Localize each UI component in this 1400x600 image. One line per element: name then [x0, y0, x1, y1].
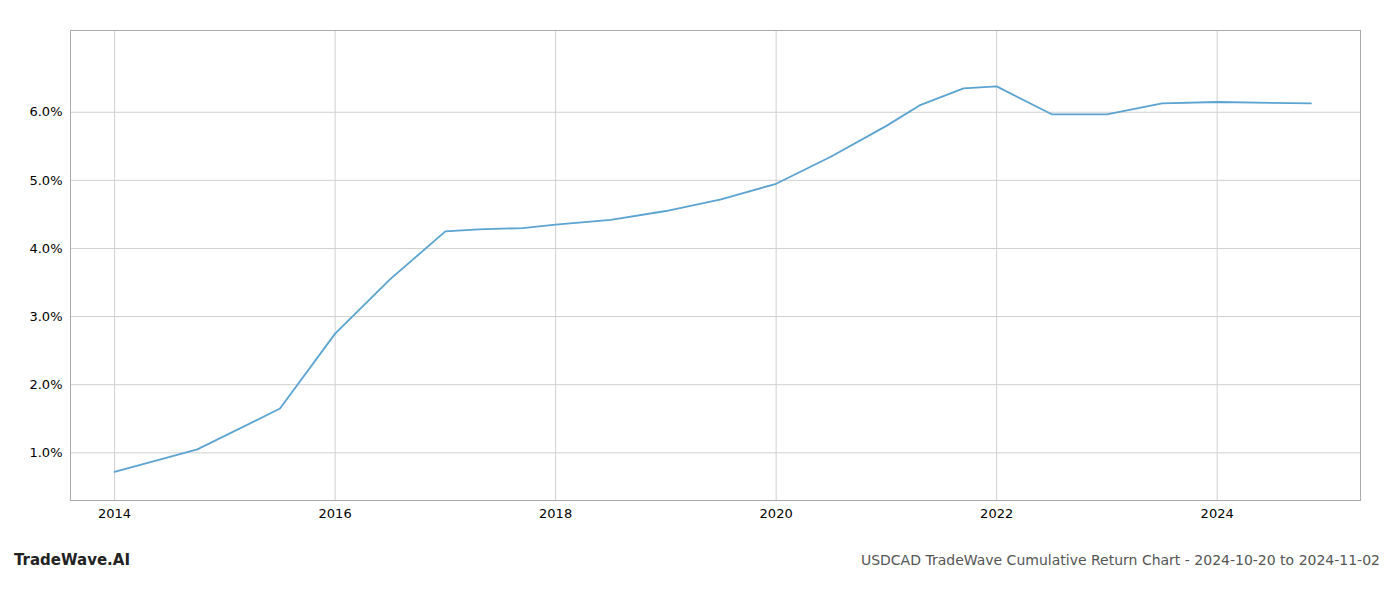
svg-text:2.0%: 2.0% [29, 377, 62, 392]
svg-text:3.0%: 3.0% [29, 309, 62, 324]
html-text:USDCAD TradeWave Cumulative Re: USDCAD TradeWave Cumulative Return Chart… [860, 552, 1380, 568]
html-text:TradeWave.AI: TradeWave.AI [14, 551, 130, 569]
svg-text:2018: 2018 [539, 506, 572, 521]
svg-text:2022: 2022 [980, 506, 1013, 521]
svg-text:2024: 2024 [1201, 506, 1234, 521]
svg-text:2020: 2020 [760, 506, 793, 521]
svg-text:6.0%: 6.0% [29, 104, 62, 119]
svg-text:2016: 2016 [319, 506, 352, 521]
svg-text:5.0%: 5.0% [29, 173, 62, 188]
svg-text:4.0%: 4.0% [29, 241, 62, 256]
svg-text:1.0%: 1.0% [29, 445, 62, 460]
svg-text:2014: 2014 [98, 506, 131, 521]
